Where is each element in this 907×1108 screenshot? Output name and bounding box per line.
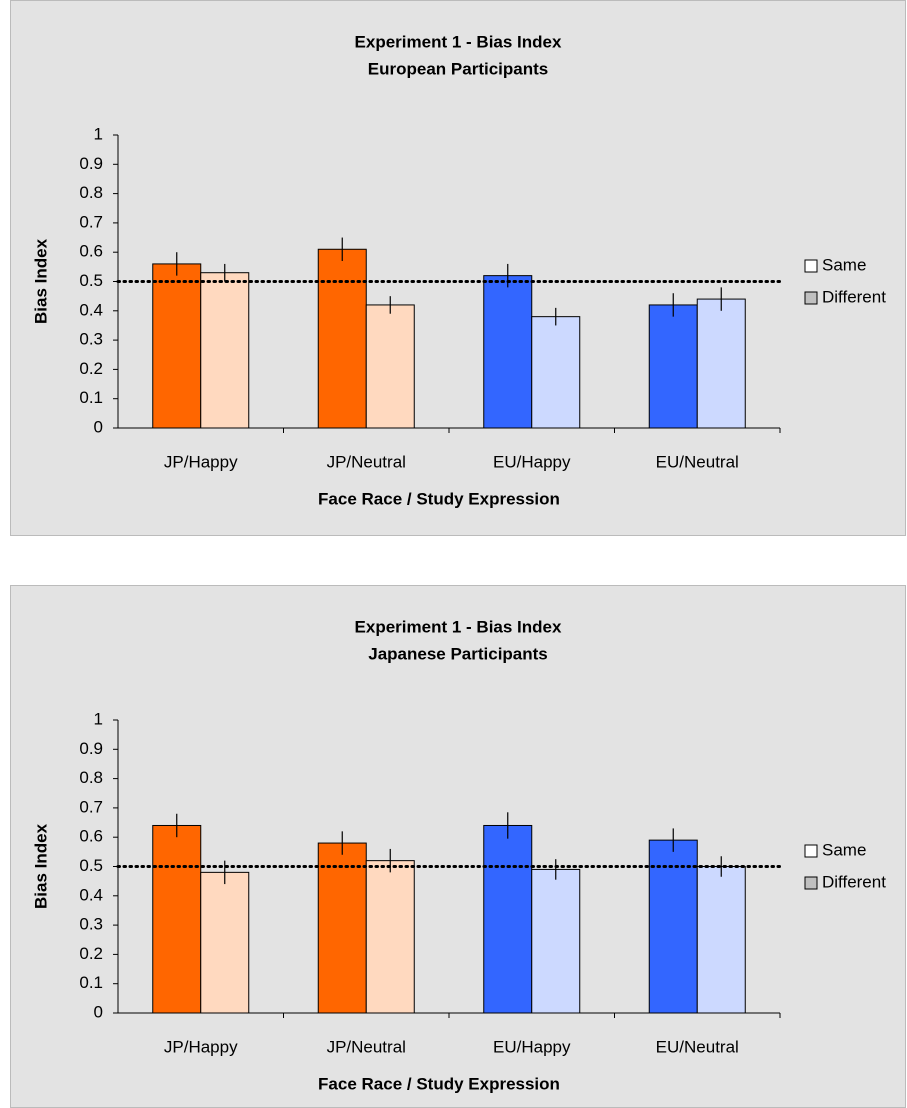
- bar: [649, 305, 697, 428]
- chart: Experiment 1 - Bias Index European Partic…: [11, 1, 906, 536]
- y-tick-label: 0: [94, 417, 103, 436]
- bar: [532, 317, 580, 428]
- chart-title: Experiment 1 - Bias Index: [355, 617, 562, 636]
- y-tick-label: 0.1: [79, 388, 103, 407]
- chart-title: Experiment 1 - Bias Index: [355, 32, 562, 51]
- bar: [697, 867, 745, 1014]
- bar: [484, 825, 532, 1013]
- x-tick-label: JP/Happy: [164, 452, 238, 471]
- y-tick-label: 1: [94, 124, 103, 143]
- bar: [532, 869, 580, 1013]
- bar: [318, 843, 366, 1013]
- chart: Experiment 1 - Bias Index Japanese Partic…: [11, 586, 906, 1108]
- y-tick-label: 0.6: [79, 242, 103, 261]
- bar: [318, 249, 366, 428]
- bar: [366, 861, 414, 1013]
- bar: [697, 299, 745, 428]
- x-axis-title: Face Race / Study Expression: [318, 489, 560, 508]
- x-tick-label: JP/Neutral: [327, 452, 406, 471]
- y-axis-title: Bias Index: [31, 823, 50, 909]
- legend-label: Different: [822, 287, 886, 306]
- y-tick-label: 0.4: [79, 885, 103, 904]
- legend-swatch: [805, 845, 817, 857]
- legend-label: Same: [822, 840, 866, 859]
- x-tick-label: EU/Happy: [493, 1037, 571, 1056]
- bar: [153, 264, 201, 428]
- chart-subtitle: Japanese Participants: [368, 644, 548, 663]
- bar: [201, 872, 249, 1013]
- bar: [201, 273, 249, 428]
- y-tick-label: 1: [94, 709, 103, 728]
- chart-background: [11, 1, 906, 536]
- legend-swatch: [805, 260, 817, 272]
- x-tick-label: JP/Happy: [164, 1037, 238, 1056]
- y-tick-label: 0: [94, 1002, 103, 1021]
- x-tick-label: JP/Neutral: [327, 1037, 406, 1056]
- bar: [153, 825, 201, 1013]
- chart-background: [11, 586, 906, 1108]
- y-tick-label: 0.9: [79, 739, 103, 758]
- y-tick-label: 0.5: [79, 856, 103, 875]
- y-tick-label: 0.9: [79, 154, 103, 173]
- y-tick-label: 0.1: [79, 973, 103, 992]
- legend-swatch: [805, 877, 817, 889]
- x-tick-label: EU/Neutral: [656, 452, 739, 471]
- y-tick-label: 0.3: [79, 330, 103, 349]
- y-tick-label: 0.7: [79, 212, 103, 231]
- y-tick-label: 0.2: [79, 944, 103, 963]
- x-axis-title: Face Race / Study Expression: [318, 1074, 560, 1093]
- y-axis-title: Bias Index: [31, 238, 50, 324]
- bar: [484, 276, 532, 428]
- y-tick-label: 0.3: [79, 915, 103, 934]
- y-tick-label: 0.2: [79, 359, 103, 378]
- y-tick-label: 0.8: [79, 183, 103, 202]
- y-tick-label: 0.7: [79, 797, 103, 816]
- bar: [366, 305, 414, 428]
- legend-swatch: [805, 292, 817, 304]
- y-tick-label: 0.5: [79, 271, 103, 290]
- x-tick-label: EU/Neutral: [656, 1037, 739, 1056]
- figure: Experiment 1 - Bias Index European Partic…: [0, 0, 907, 1108]
- y-tick-label: 0.4: [79, 300, 103, 319]
- chart-subtitle: European Participants: [368, 59, 548, 78]
- legend-label: Same: [822, 255, 866, 274]
- y-tick-label: 0.6: [79, 827, 103, 846]
- legend-label: Different: [822, 872, 886, 891]
- x-tick-label: EU/Happy: [493, 452, 571, 471]
- y-tick-label: 0.8: [79, 768, 103, 787]
